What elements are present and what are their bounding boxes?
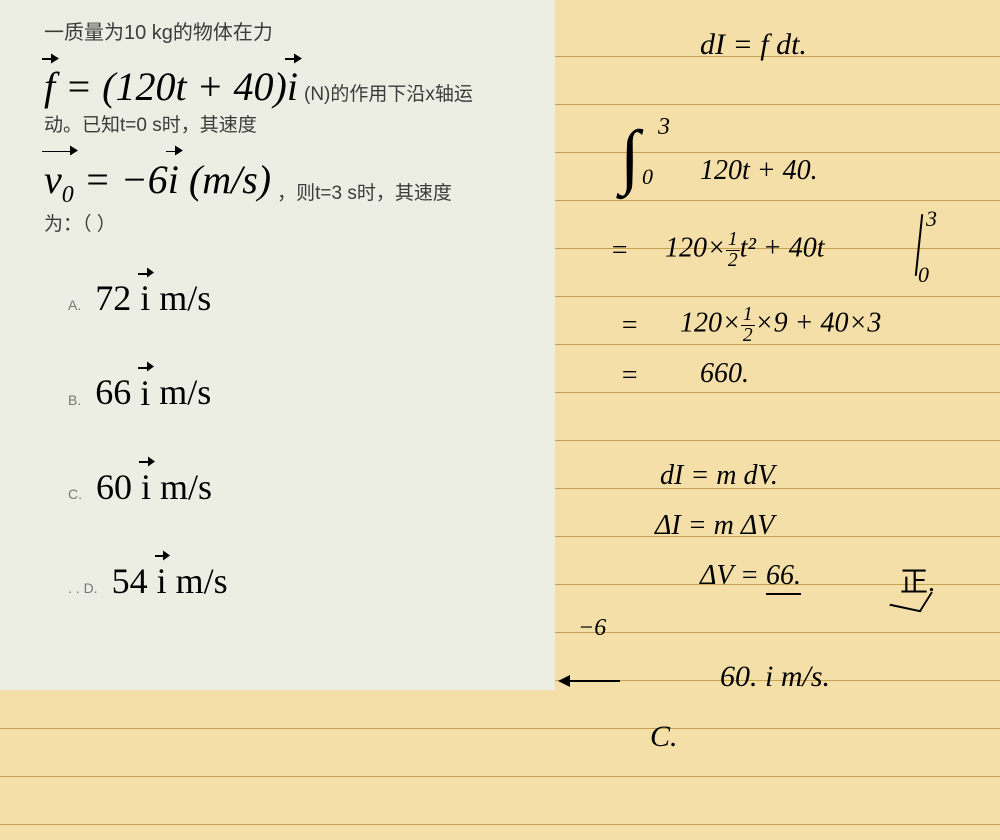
- integral-sign-icon: ∫: [620, 116, 640, 196]
- hw-l4-half: 12: [741, 305, 755, 345]
- answer-arrow-icon: [560, 680, 620, 682]
- hw-l3: 120×12t² + 40t: [665, 230, 825, 270]
- hw-l8a: ΔV =: [700, 560, 766, 591]
- hw-l10: 60. i m/s.: [720, 660, 830, 694]
- hw-integral: ∫ 3 0: [620, 120, 640, 192]
- hw-l7: ΔI = m ΔV: [655, 510, 774, 542]
- page-root: 一质量为10 kg的物体在力 f = (120t + 40)i (N)的作用下沿…: [0, 0, 1000, 840]
- hw-l4-half-n: 1: [741, 305, 755, 326]
- hw-l3-eq: =: [610, 235, 629, 267]
- hw-l3-half: 12: [726, 230, 740, 270]
- integral-upper: 3: [658, 114, 670, 141]
- hw-l4: 120×12×9 + 40×3: [680, 305, 881, 345]
- hw-l8: ΔV = 66.: [700, 560, 801, 592]
- integral-lower: 0: [642, 164, 653, 190]
- hw-l3-half-d: 2: [726, 251, 740, 271]
- hw-l4-eq: =: [620, 310, 639, 342]
- hw-integrand: 120t + 40.: [700, 155, 818, 187]
- hw-l4a: 120×: [680, 308, 741, 339]
- hw-eval-upper: 3: [926, 206, 937, 232]
- handwriting-area: dI = f dt. ∫ 3 0 120t + 40. = 120×12t² +…: [0, 0, 1000, 840]
- hw-answer-letter: C.: [650, 720, 678, 754]
- hw-l4b: ×9 + 40×3: [755, 308, 882, 339]
- hw-line1: dI = f dt.: [700, 28, 807, 62]
- hw-eval-lower: 0: [918, 262, 929, 288]
- hw-l5-eq: =: [620, 360, 639, 392]
- hw-l3b: t² + 40t: [740, 233, 825, 264]
- hw-l3-half-n: 1: [726, 230, 740, 251]
- hw-l8b: 66.: [766, 560, 801, 595]
- hw-l4-half-d: 2: [741, 326, 755, 346]
- hw-l3a: 120×: [665, 233, 726, 264]
- hw-l6: dI = m dV.: [660, 460, 778, 492]
- hw-l9: −6: [578, 615, 606, 642]
- hw-l5: 660.: [700, 358, 749, 390]
